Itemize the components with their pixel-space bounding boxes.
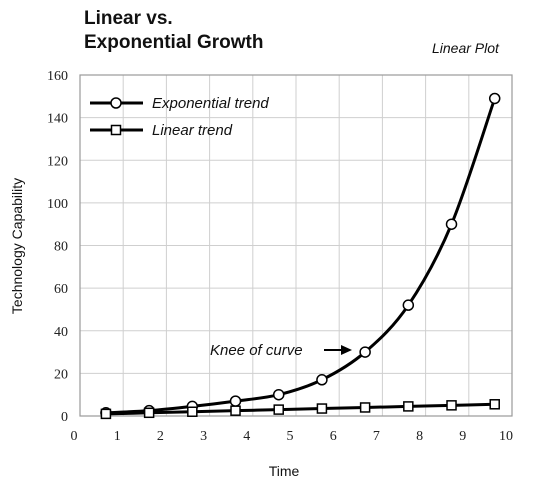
point-exponential — [272, 388, 285, 401]
chart-title-line2: Exponential Growth — [84, 32, 263, 53]
point-linear — [187, 406, 198, 417]
y-tick-label: 60 — [54, 282, 68, 297]
series — [100, 92, 501, 420]
chart-subtitle: Linear Plot — [432, 40, 500, 56]
y-tick-label: 40 — [54, 325, 68, 340]
x-axis-label: Time — [269, 463, 300, 479]
y-tick-label: 160 — [47, 69, 68, 84]
point-exponential — [316, 374, 328, 386]
legend: Exponential trend Linear trend — [90, 95, 269, 139]
y-tick-label: 20 — [54, 367, 68, 382]
legend-label-linear: Linear trend — [152, 122, 233, 139]
plot-frame — [79, 74, 513, 417]
point-linear — [403, 401, 414, 412]
annotation-knee: Knee of curve — [210, 342, 352, 359]
y-axis-label: Technology Capability — [9, 178, 25, 314]
x-tick-label: 10 — [499, 429, 513, 444]
point-linear — [359, 402, 371, 413]
chart-title-line1: Linear vs. — [84, 8, 173, 29]
x-axis-ticks: 0 1 2 3 4 5 6 7 8 9 10 — [71, 429, 514, 444]
legend-item-linear: Linear trend — [90, 122, 233, 139]
point-exponential — [402, 299, 415, 311]
point-linear — [230, 405, 241, 416]
point-linear — [143, 407, 155, 419]
x-tick-label: 1 — [114, 429, 121, 444]
legend-marker-circle — [110, 97, 122, 109]
x-tick-label: 8 — [416, 429, 423, 444]
series-line-linear — [105, 402, 495, 416]
y-tick-label: 100 — [47, 197, 68, 212]
point-linear — [489, 399, 500, 410]
grid — [80, 75, 512, 416]
series-exponential — [100, 92, 501, 419]
y-tick-label: 0 — [61, 410, 68, 425]
point-exponential — [359, 346, 371, 358]
series-line-exponential — [105, 97, 497, 415]
point-linear — [316, 403, 328, 414]
point-linear — [446, 400, 457, 411]
x-tick-label: 0 — [71, 429, 78, 444]
point-exponential — [229, 395, 242, 407]
point-linear — [100, 408, 112, 420]
x-tick-label: 7 — [373, 429, 380, 444]
x-tick-label: 2 — [157, 429, 164, 444]
annotation-text: Knee of curve — [210, 342, 303, 359]
legend-label-exponential: Exponential trend — [152, 95, 269, 112]
x-tick-label: 3 — [200, 429, 207, 444]
y-tick-label: 140 — [47, 112, 68, 127]
x-tick-label: 6 — [330, 429, 337, 444]
y-tick-label: 120 — [47, 154, 68, 169]
series-linear — [100, 399, 500, 420]
legend-item-exponential: Exponential trend — [90, 95, 269, 112]
annotation-arrow-head — [341, 345, 352, 355]
x-tick-label: 5 — [287, 429, 294, 444]
x-tick-label: 4 — [243, 429, 250, 444]
legend-marker-square — [110, 124, 122, 136]
x-tick-label: 9 — [459, 429, 466, 444]
point-linear — [273, 404, 284, 415]
point-exponential — [445, 218, 458, 230]
y-axis-ticks: 0 20 40 60 80 100 120 140 160 — [47, 69, 68, 425]
y-tick-label: 80 — [54, 240, 68, 255]
point-exponential — [488, 92, 501, 105]
